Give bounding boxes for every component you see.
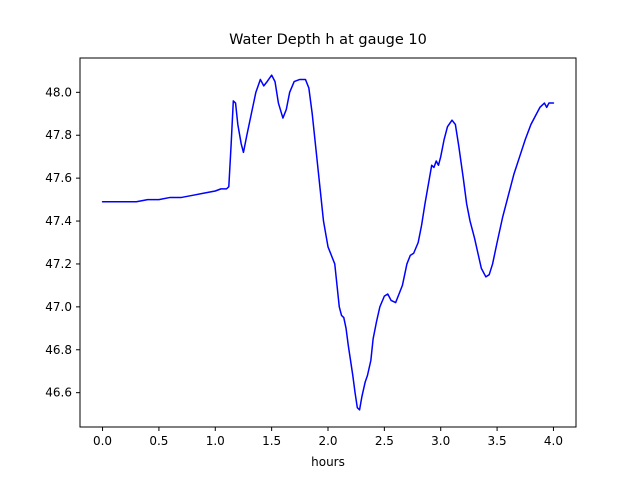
x-tick-label: 4.0 xyxy=(544,434,563,448)
series-layer xyxy=(101,74,555,411)
x-tick-label: 0.0 xyxy=(93,434,112,448)
series-line-water-depth-h xyxy=(101,74,555,411)
x-tick-label: 0.5 xyxy=(149,434,168,448)
x-tick-label: 2.0 xyxy=(318,434,337,448)
x-tick-label: 1.0 xyxy=(206,434,225,448)
ticks-layer: 0.0 0.5 1.0 1.5 2.0 2.5 3.0 3.5 4.0 46.6 46.8 47.0 4… xyxy=(45,85,563,448)
y-tick-label: 47.0 xyxy=(45,300,72,314)
y-tick-label: 47.2 xyxy=(45,257,72,271)
y-tick-label: 47.4 xyxy=(45,214,72,228)
x-tick-label: 2.5 xyxy=(375,434,394,448)
y-tick-label: 46.8 xyxy=(45,343,72,357)
axes-border xyxy=(79,57,577,428)
y-tick-label: 48.0 xyxy=(45,85,72,99)
y-tick-label: 47.6 xyxy=(45,171,72,185)
x-tick-label: 1.5 xyxy=(262,434,281,448)
x-tick-label: 3.0 xyxy=(431,434,450,448)
y-tick-label: 47.8 xyxy=(45,128,72,142)
y-tick-label: 46.6 xyxy=(45,386,72,400)
x-tick-label: 3.5 xyxy=(488,434,507,448)
x-axis-label: hours xyxy=(311,455,345,469)
chart-title: Water Depth h at gauge 10 xyxy=(229,32,427,48)
